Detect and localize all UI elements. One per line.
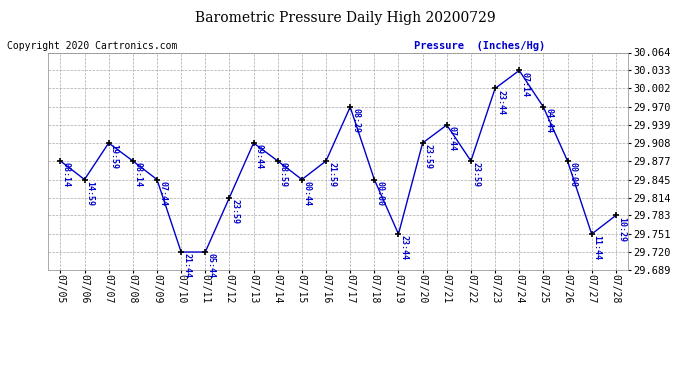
Text: Copyright 2020 Cartronics.com: Copyright 2020 Cartronics.com <box>7 41 177 51</box>
Text: 14:59: 14:59 <box>86 181 95 206</box>
Text: 07:14: 07:14 <box>520 72 529 97</box>
Text: 05:44: 05:44 <box>206 254 215 278</box>
Text: 00:00: 00:00 <box>375 181 384 206</box>
Text: 21:44: 21:44 <box>182 254 191 278</box>
Text: 09:44: 09:44 <box>255 144 264 170</box>
Text: Barometric Pressure Daily High 20200729: Barometric Pressure Daily High 20200729 <box>195 11 495 25</box>
Text: 10:29: 10:29 <box>617 217 626 242</box>
Text: 21:59: 21:59 <box>327 162 336 188</box>
Text: 23:44: 23:44 <box>400 236 408 260</box>
Text: 08:59: 08:59 <box>279 162 288 188</box>
Text: 08:29: 08:29 <box>351 108 360 134</box>
Text: 00:00: 00:00 <box>569 162 578 188</box>
Text: 11:44: 11:44 <box>593 236 602 260</box>
Text: 07:44: 07:44 <box>158 181 167 206</box>
Text: 23:44: 23:44 <box>496 90 505 115</box>
Text: Pressure  (Inches/Hg): Pressure (Inches/Hg) <box>414 41 545 51</box>
Text: 23:59: 23:59 <box>230 199 239 224</box>
Text: 08:14: 08:14 <box>134 162 143 188</box>
Text: 08:14: 08:14 <box>61 162 70 188</box>
Text: 23:59: 23:59 <box>424 144 433 170</box>
Text: 19:59: 19:59 <box>110 144 119 170</box>
Text: 00:44: 00:44 <box>303 181 312 206</box>
Text: 07:44: 07:44 <box>448 126 457 152</box>
Text: 04:44: 04:44 <box>544 108 553 134</box>
Text: 23:59: 23:59 <box>472 162 481 188</box>
